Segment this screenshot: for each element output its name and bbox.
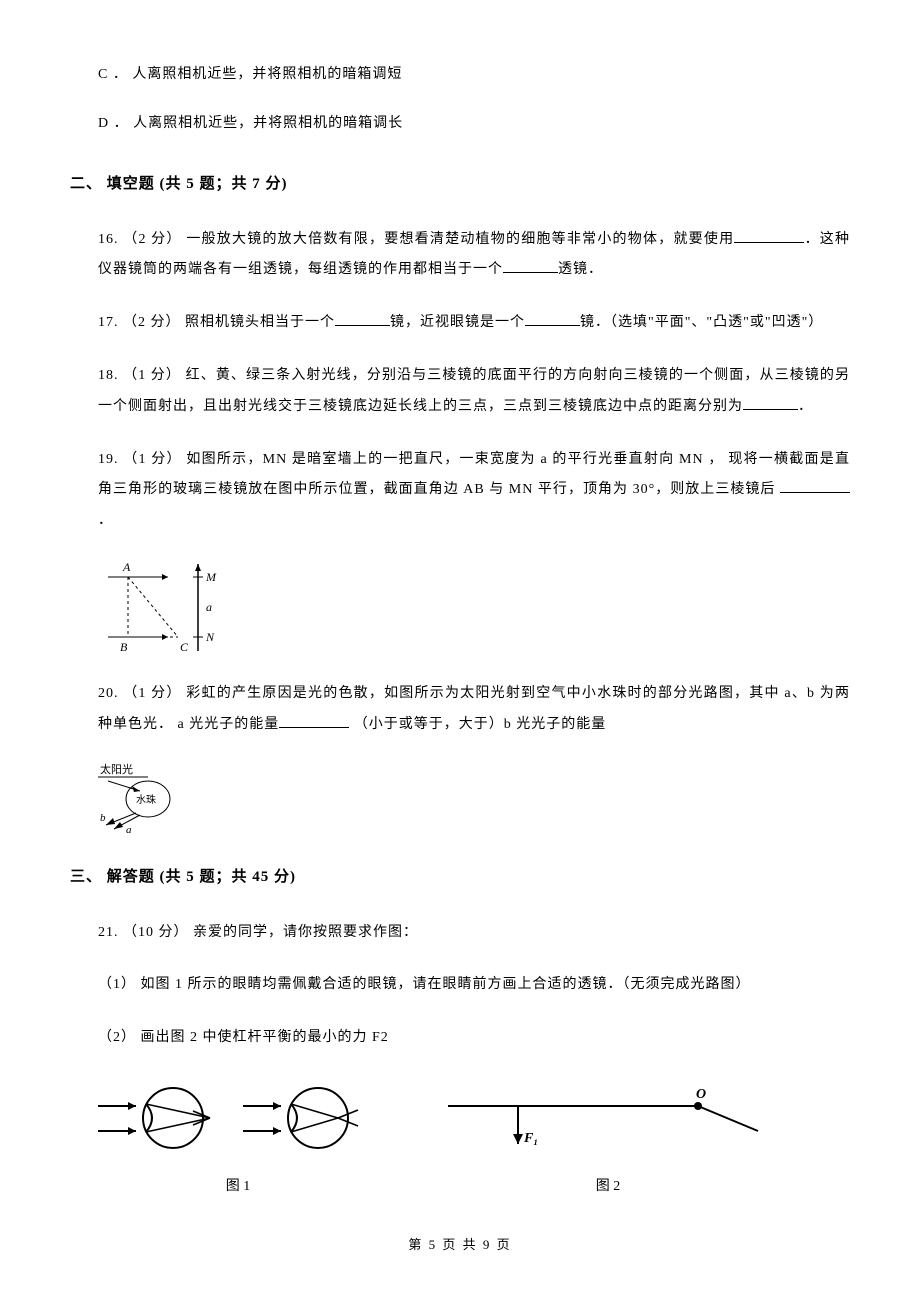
svg-text:C: C xyxy=(180,640,189,654)
q18-text-a: 18. （1 分） 红、黄、绿三条入射光线，分别沿与三棱镜的底面平行的方向射向三… xyxy=(98,368,850,414)
section-3-header: 三、 解答题 (共 5 题；共 45 分) xyxy=(70,861,850,894)
sunlight-label: 太阳光 xyxy=(100,763,133,776)
svg-text:B: B xyxy=(120,640,128,654)
svg-text:A: A xyxy=(122,560,131,574)
q17-text-a: 17. （2 分） 照相机镜头相当于一个 xyxy=(98,315,335,330)
svg-text:a: a xyxy=(206,600,212,614)
blank-icon xyxy=(335,310,390,326)
blank-icon xyxy=(734,227,804,243)
blank-icon xyxy=(279,712,349,728)
blank-icon xyxy=(525,310,580,326)
figure-q19: A B C M N a xyxy=(98,559,850,659)
question-21-2: （2） 画出图 2 中使杠杆平衡的最小的力 F2 xyxy=(98,1023,850,1054)
question-19: 19. （1 分） 如图所示，MN 是暗室墙上的一把直尺，一束宽度为 a 的平行… xyxy=(98,445,850,537)
page-footer: 第 5 页 共 9 页 xyxy=(70,1231,850,1260)
q16-text-a: 16. （2 分） 一般放大镜的放大倍数有限，要想看清楚动植物的细胞等非常小的物… xyxy=(98,232,734,247)
blank-icon xyxy=(780,477,850,493)
question-21: 21. （10 分） 亲爱的同学，请你按照要求作图： xyxy=(98,918,850,949)
option-c: C ． 人离照相机近些，并将照相机的暗箱调短 xyxy=(98,60,850,91)
svg-text:M: M xyxy=(205,570,217,584)
svg-text:a: a xyxy=(126,824,132,833)
q20-text-b: （小于或等于，大于）b 光光子的能量 xyxy=(349,717,606,732)
figure-labels-row: 图 1 图 2 xyxy=(98,1172,850,1203)
q19-text-a: 19. （1 分） 如图所示，MN 是暗室墙上的一把直尺，一束宽度为 a 的平行… xyxy=(98,452,850,498)
q19-text-b: ． xyxy=(98,513,113,528)
figure-1 xyxy=(98,1076,378,1166)
svg-text:b: b xyxy=(100,812,106,824)
question-20: 20. （1 分） 彩虹的产生原因是光的色散，如图所示为太阳光射到空气中小水珠时… xyxy=(98,679,850,741)
water-label: 水珠 xyxy=(136,793,156,806)
fig1-label: 图 1 xyxy=(98,1172,378,1203)
question-18: 18. （1 分） 红、黄、绿三条入射光线，分别沿与三棱镜的底面平行的方向射向三… xyxy=(98,361,850,423)
figure-row-q21: O F₁ xyxy=(98,1076,850,1166)
question-17: 17. （2 分） 照相机镜头相当于一个 镜，近视眼镜是一个 镜．（选填"平面"、"… xyxy=(98,308,850,339)
blank-icon xyxy=(743,394,798,410)
question-16: 16. （2 分） 一般放大镜的放大倍数有限，要想看清楚动植物的细胞等非常小的物… xyxy=(98,225,850,287)
figure-2: O F₁ xyxy=(438,1076,778,1166)
svg-text:N: N xyxy=(205,630,215,644)
q17-text-b: 镜，近视眼镜是一个 xyxy=(390,315,525,330)
svg-text:F₁: F₁ xyxy=(523,1131,538,1146)
q17-text-c: 镜．（选填"平面"、"凸透"或"凹透"） xyxy=(580,315,823,330)
q16-text-c: 透镜． xyxy=(558,262,603,277)
option-d: D ． 人离照相机近些，并将照相机的暗箱调长 xyxy=(98,109,850,140)
section-2-header: 二、 填空题 (共 5 题；共 7 分) xyxy=(70,168,850,201)
svg-text:O: O xyxy=(696,1087,706,1102)
figure-q20: 太阳光 水珠 b a xyxy=(98,763,850,833)
question-21-1: （1） 如图 1 所示的眼睛均需佩戴合适的眼镜，请在眼睛前方画上合适的透镜．（无… xyxy=(98,970,850,1001)
blank-icon xyxy=(503,257,558,273)
fig2-label: 图 2 xyxy=(438,1172,778,1203)
q18-text-b: ． xyxy=(798,399,813,414)
